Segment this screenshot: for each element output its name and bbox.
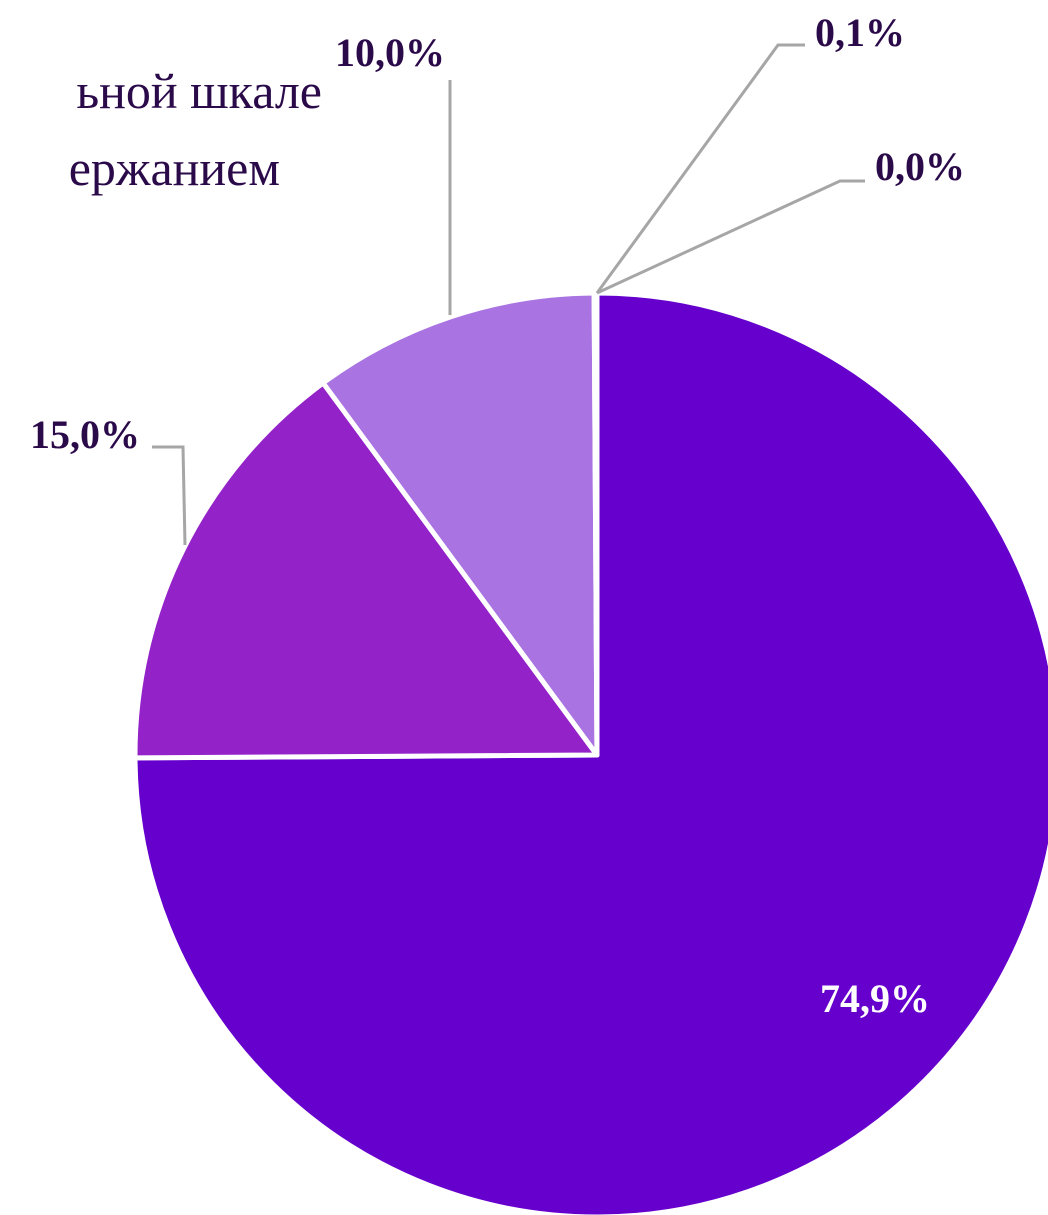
data-label: 0,0% [875,144,965,189]
pie-slice [132,290,1048,1215]
chart-title: ьной шкале [76,63,322,119]
pie-slice [132,380,600,761]
pie-slice [320,290,600,758]
data-label: 74,9% [820,976,930,1021]
chart-title: ержанием [69,140,280,196]
leader-line [596,179,865,295]
data-label: 0,1% [815,10,905,55]
data-label: 15,0% [30,412,140,457]
leader-line [595,43,805,294]
leader-line [152,445,187,546]
data-label: 10,0% [335,30,445,75]
